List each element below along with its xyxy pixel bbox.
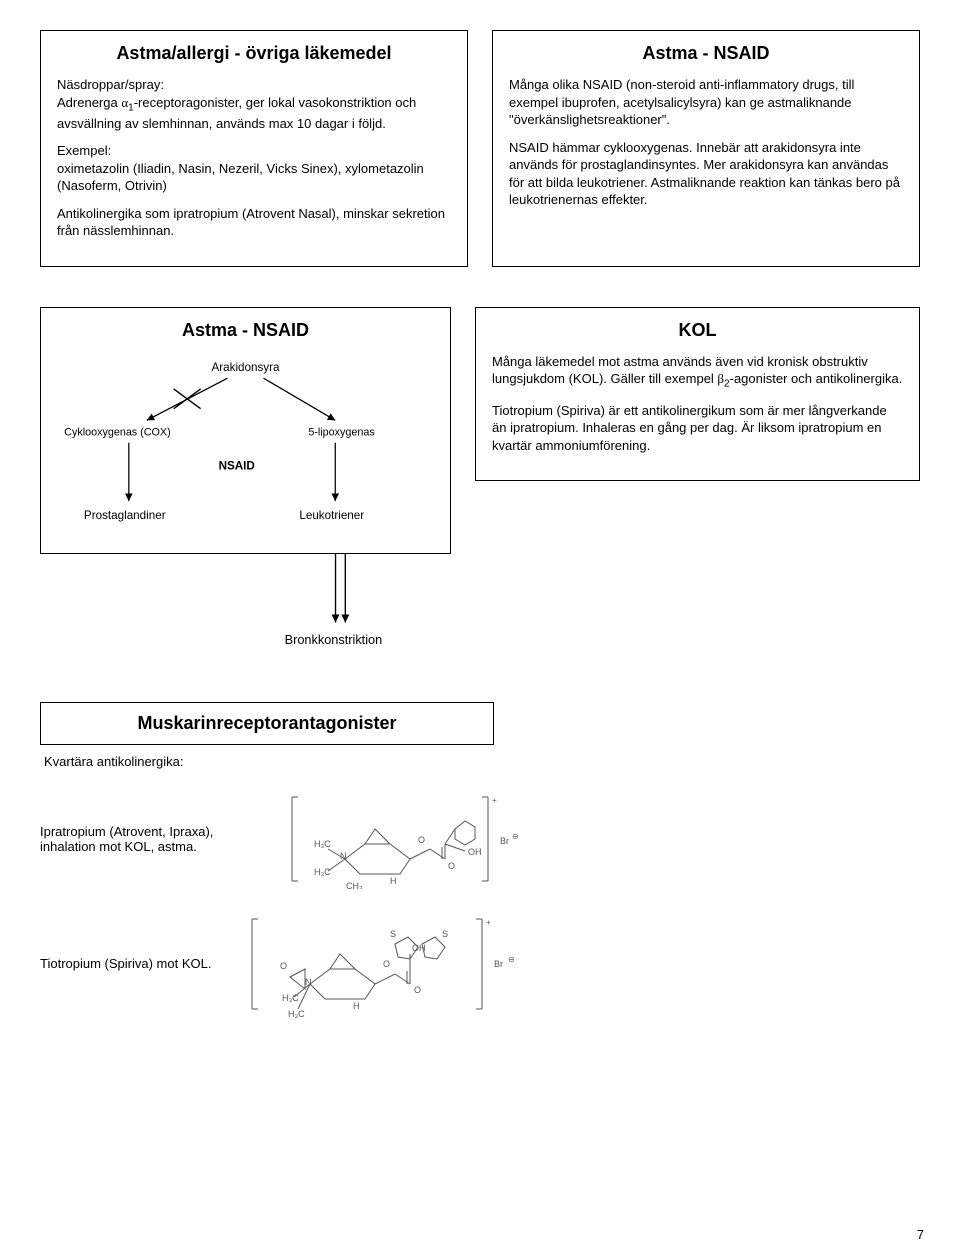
chem-s-2: S bbox=[442, 929, 448, 939]
chem-oh-1: OH bbox=[468, 847, 482, 857]
diagram-below: Bronkkonstriktion bbox=[40, 554, 451, 662]
page-number: 7 bbox=[917, 1227, 924, 1242]
box4-p1: Många läkemedel mot astma används även v… bbox=[492, 353, 903, 392]
chem-o-5: O bbox=[414, 985, 421, 995]
box-astma-allergi: Astma/allergi - övriga läkemedel Näsdrop… bbox=[40, 30, 468, 267]
chem-o-3: O bbox=[280, 961, 287, 971]
box4-p1-post: -agonister och antikolinergika. bbox=[730, 371, 903, 386]
chem-n-2: N bbox=[305, 977, 312, 987]
node-nsaid: NSAID bbox=[219, 460, 255, 473]
box2-p2: NSAID hämmar cyklooxygenas. Innebär att … bbox=[509, 139, 903, 209]
row-3: Muskarinreceptorantagonister Kvartära an… bbox=[40, 702, 920, 1019]
box1-title: Astma/allergi - övriga läkemedel bbox=[57, 43, 451, 64]
chem-o-1: O bbox=[418, 835, 425, 845]
box2-title: Astma - NSAID bbox=[509, 43, 903, 64]
box-kol: KOL Många läkemedel mot astma används äv… bbox=[475, 307, 920, 481]
box1-p1b-pre: Adrenerga bbox=[57, 95, 121, 110]
node-leuko: Leukotriener bbox=[299, 509, 364, 522]
box1-p4: Antikolinergika som ipratropium (Atroven… bbox=[57, 205, 451, 240]
svg-text:+: + bbox=[492, 796, 497, 805]
chem-o-4: O bbox=[383, 959, 390, 969]
chem-n-1: N bbox=[340, 851, 347, 861]
tiotropium-structure: O H₃C H₃C N O O H OH S S Br ⊖ + bbox=[250, 909, 530, 1019]
chem-oh-2: OH bbox=[412, 943, 426, 953]
box3-title: Astma - NSAID bbox=[57, 320, 434, 341]
box4-title: KOL bbox=[492, 320, 903, 341]
nsaid-pathway-diagram: Arakidonsyra Cyklooxygenas (COX) 5-lipox… bbox=[57, 353, 434, 533]
chem-h3c-1: H₃C bbox=[314, 839, 331, 849]
node-prosta: Prostaglandiner bbox=[84, 509, 166, 522]
row-1: Astma/allergi - övriga läkemedel Näsdrop… bbox=[40, 30, 920, 267]
chem-s-1: S bbox=[390, 929, 396, 939]
chem-h3c-2: H₃C bbox=[314, 867, 331, 877]
chem-br-1: Br bbox=[500, 836, 509, 846]
box-astma-nsaid-text: Astma - NSAID Många olika NSAID (non-ste… bbox=[492, 30, 920, 267]
chem-o-2: O bbox=[448, 861, 455, 871]
box2-p1: Många olika NSAID (non-steroid anti-infl… bbox=[509, 76, 903, 129]
box1-p2-label: Exempel: bbox=[57, 143, 111, 158]
box4-p2: Tiotropium (Spiriva) är ett antikolinerg… bbox=[492, 402, 903, 455]
box1-p1a: Näsdroppar/spray: bbox=[57, 77, 164, 92]
svg-text:⊖: ⊖ bbox=[508, 955, 515, 964]
chem-h3c-4: H₃C bbox=[288, 1009, 305, 1019]
node-lipo: 5-lipoxygenas bbox=[308, 426, 374, 438]
node-cox: Cyklooxygenas (COX) bbox=[64, 426, 170, 438]
box5-title: Muskarinreceptorantagonister bbox=[57, 713, 477, 734]
chem-ch3-1: CH₃ bbox=[346, 881, 363, 889]
drug2-row: Tiotropium (Spiriva) mot KOL. bbox=[40, 909, 920, 1019]
drug1-label: Ipratropium (Atrovent, Ipraxa), inhalati… bbox=[40, 824, 260, 854]
node-arakidonsyra: Arakidonsyra bbox=[211, 361, 280, 374]
ipratropium-structure: H₃C H₃C CH₃ N O O H OH Br ⊖ + bbox=[290, 789, 530, 889]
chem-br-2: Br bbox=[494, 959, 503, 969]
node-bronk: Bronkkonstriktion bbox=[285, 632, 383, 647]
drug2-label: Tiotropium (Spiriva) mot KOL. bbox=[40, 956, 220, 971]
box1-p2: Exempel: oximetazolin (Iliadin, Nasin, N… bbox=[57, 142, 451, 195]
box-astma-nsaid-diagram: Astma - NSAID Arakidonsyra Cyklooxygenas… bbox=[40, 307, 451, 555]
chem-h-1: H bbox=[390, 876, 397, 886]
drug1-row: Ipratropium (Atrovent, Ipraxa), inhalati… bbox=[40, 789, 920, 889]
arrow-ara-lipo bbox=[263, 378, 335, 420]
box1-p1: Näsdroppar/spray: Adrenerga α1-receptora… bbox=[57, 76, 451, 132]
box1-p3: oximetazolin (Iliadin, Nasin, Nezeril, V… bbox=[57, 161, 424, 194]
svg-text:+: + bbox=[486, 918, 491, 927]
box5-sub: Kvartära antikolinergika: bbox=[44, 753, 920, 771]
box-muskarin-title: Muskarinreceptorantagonister bbox=[40, 702, 494, 745]
svg-text:⊖: ⊖ bbox=[512, 832, 519, 841]
row-2: Astma - NSAID Arakidonsyra Cyklooxygenas… bbox=[40, 307, 920, 662]
chem-h-2: H bbox=[353, 1001, 360, 1011]
chem-h3c-3: H₃C bbox=[282, 993, 299, 1003]
